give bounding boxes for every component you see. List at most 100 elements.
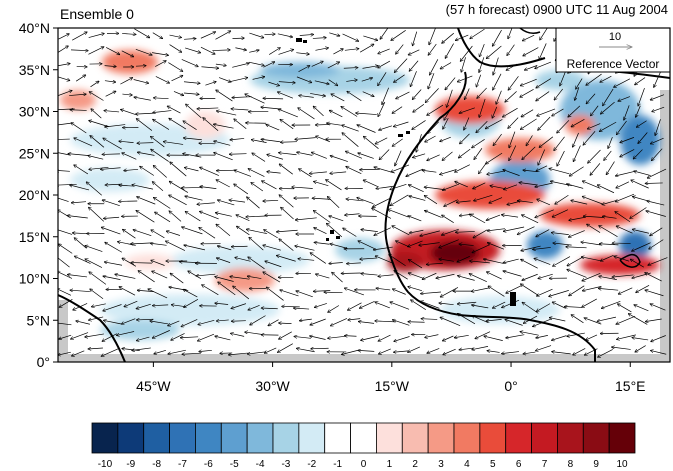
- wind-vector: [636, 105, 641, 118]
- wind-vector: [474, 194, 493, 201]
- wind-vector: [485, 119, 503, 128]
- wind-vector: [58, 76, 70, 81]
- wind-vector: [536, 303, 551, 312]
- wind-vector: [135, 113, 155, 114]
- wind-vector: [630, 207, 647, 219]
- wind-vector: [216, 320, 229, 321]
- wind-vector: [554, 136, 565, 151]
- wind-vector: [557, 120, 570, 133]
- wind-vector: [310, 253, 327, 264]
- lake-volta: [510, 292, 516, 306]
- wind-vector: [297, 152, 313, 156]
- wind-vector: [537, 199, 551, 206]
- longitude-axis: 45°W 30°W 15°W 0° 15°E: [136, 362, 646, 394]
- wind-vector: [520, 332, 539, 336]
- wind-vector: [152, 271, 168, 279]
- wind-vector: [587, 123, 601, 129]
- wind-vector: [599, 121, 617, 131]
- wind-vector: [59, 334, 72, 339]
- wind-vector: [428, 73, 435, 89]
- wind-vector: [74, 165, 89, 175]
- wind-vector: [120, 78, 132, 85]
- wind-vector: [330, 318, 348, 325]
- wind-vector: [551, 233, 569, 236]
- wind-vector: [314, 228, 327, 234]
- wind-vector: [375, 302, 390, 309]
- wind-vector: [130, 243, 152, 244]
- wind-vector: [267, 172, 281, 173]
- wind-vector: [261, 308, 278, 309]
- wind-vector: [170, 162, 187, 177]
- wind-vector: [58, 229, 73, 235]
- wind-vector: [88, 156, 104, 160]
- wind-vector: [196, 273, 216, 276]
- wind-vector: [217, 200, 235, 206]
- wind-vector: [183, 289, 198, 298]
- wind-vector: [442, 151, 453, 161]
- wind-vector: [538, 116, 551, 130]
- wind-vector: [457, 301, 477, 304]
- wind-vector: [503, 226, 525, 231]
- wind-vector: [444, 199, 458, 207]
- colorbar-swatch: [582, 422, 610, 454]
- wind-vector: [218, 77, 231, 82]
- wind-vector: [408, 216, 422, 222]
- wind-vector: [327, 196, 340, 208]
- wind-vector: [492, 301, 506, 308]
- wind-vector: [522, 273, 538, 280]
- wind-vector: [152, 330, 170, 338]
- wind-vector: [430, 59, 439, 75]
- colorbar-swatch: [272, 422, 300, 454]
- wind-vector: [520, 118, 537, 130]
- wind-vector: [503, 258, 519, 263]
- colorbar-swatch: [401, 422, 429, 454]
- wind-vector: [469, 214, 486, 224]
- wind-vector: [395, 150, 402, 166]
- wind-vector: [477, 87, 487, 98]
- wind-vector: [378, 101, 386, 117]
- wind-vector: [264, 347, 277, 353]
- wind-vector: [85, 333, 104, 337]
- wind-vectors: [58, 28, 668, 357]
- wind-vector: [506, 334, 525, 338]
- neg-area-med: [535, 70, 585, 90]
- wind-vector: [104, 66, 117, 67]
- wind-vector: [523, 47, 539, 56]
- wind-vector: [170, 273, 184, 284]
- wind-vector: [620, 149, 635, 156]
- wind-vector: [184, 39, 196, 40]
- wind-vector: [357, 125, 376, 133]
- wind-vector: [131, 263, 152, 264]
- wind-vector: [620, 137, 635, 142]
- wind-vector: [279, 164, 293, 175]
- wind-vector: [197, 203, 215, 205]
- pos-area-west-edge: [60, 90, 96, 110]
- wind-vector: [293, 308, 310, 309]
- wind-vector: [278, 49, 294, 55]
- wind-vector: [212, 50, 230, 51]
- wind-vector: [345, 151, 363, 159]
- wind-vector: [100, 167, 121, 170]
- wind-vector: [590, 163, 601, 175]
- wind-vector: [67, 274, 88, 278]
- wind-vector: [652, 106, 665, 111]
- wind-vector: [409, 60, 419, 72]
- wind-vector: [252, 153, 266, 162]
- wind-vector: [279, 239, 294, 251]
- wind-vector: [185, 196, 203, 201]
- wind-vector: [517, 201, 533, 203]
- wind-vector: [392, 226, 410, 236]
- wind-vector: [378, 48, 390, 54]
- wind-vector: [294, 336, 311, 339]
- wind-vector: [408, 185, 424, 192]
- wind-vector: [58, 289, 72, 296]
- wind-vector: [234, 170, 252, 177]
- wind-vector: [72, 32, 87, 41]
- missing-data-left: [58, 300, 68, 362]
- wind-vector: [296, 348, 315, 353]
- wind-vector: [412, 89, 422, 100]
- wind-vector: [618, 96, 631, 102]
- wind-vector: [245, 332, 263, 335]
- wind-vector: [266, 287, 284, 301]
- wind-vector: [167, 106, 181, 114]
